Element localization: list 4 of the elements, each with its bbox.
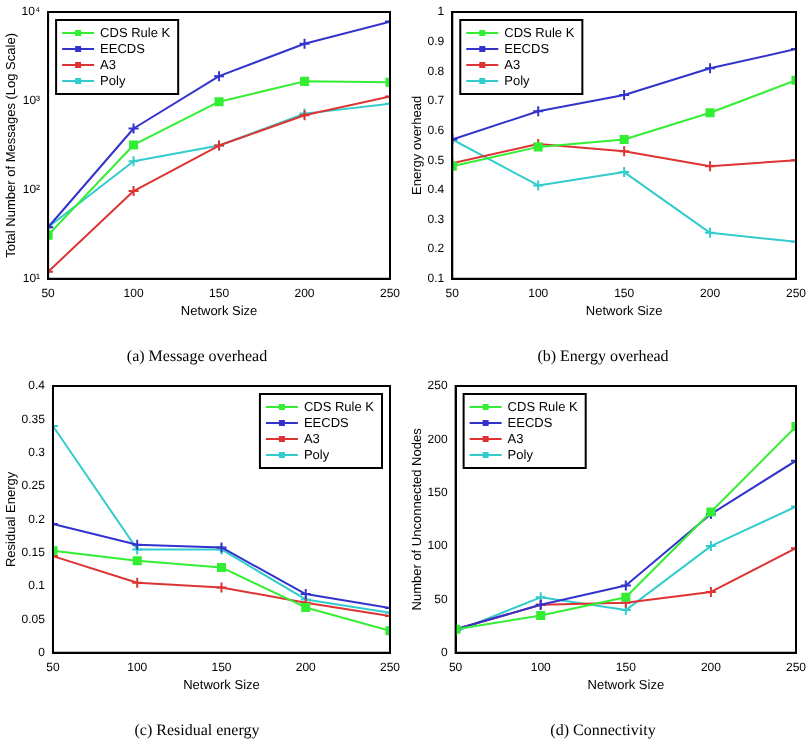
text: (c) Residual energy xyxy=(134,720,260,739)
text: (b) Energy overhead xyxy=(537,346,669,365)
text: (a) Message overhead xyxy=(126,346,268,365)
text: (d) Connectivity xyxy=(550,720,656,739)
